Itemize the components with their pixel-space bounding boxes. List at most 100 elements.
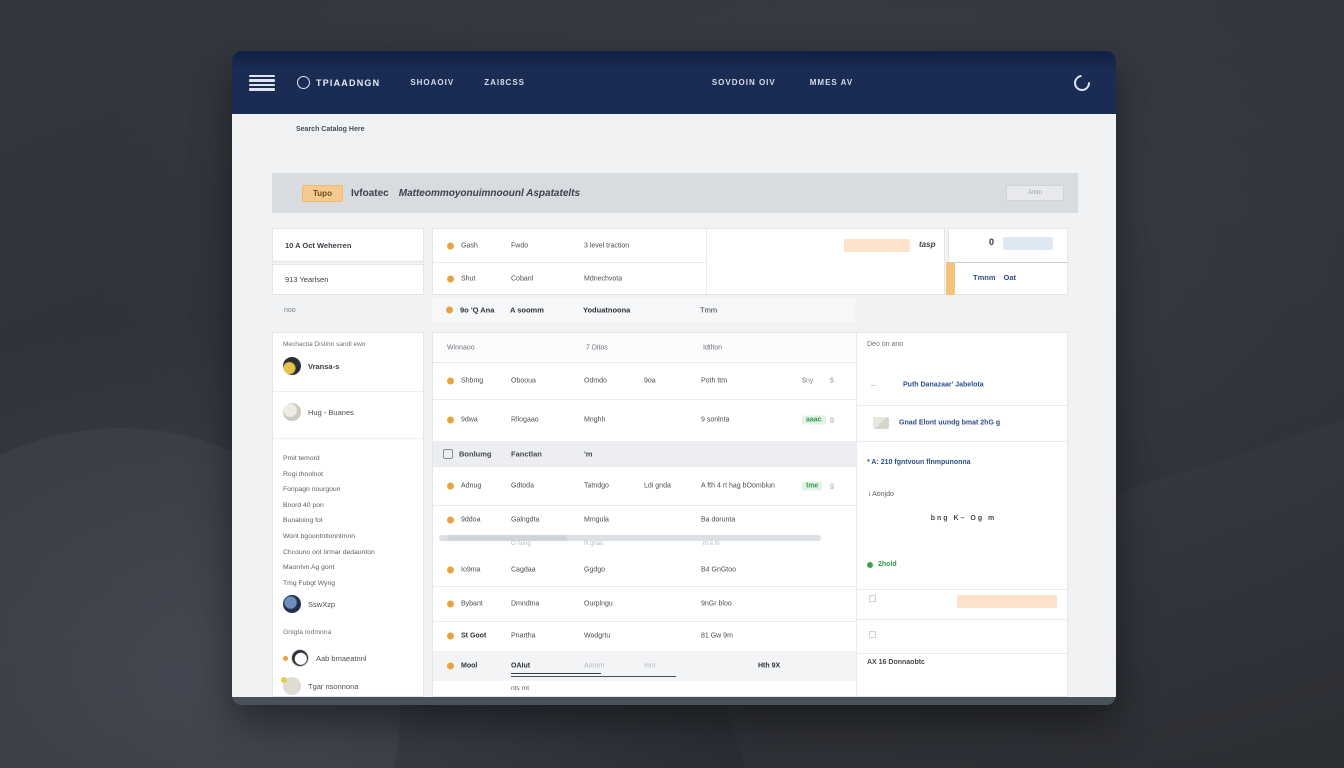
highlight-pill <box>844 239 910 252</box>
section-label: 'm <box>584 449 593 459</box>
member-item[interactable]: Vransa-s <box>283 357 339 375</box>
stat-button[interactable] <box>1003 237 1053 250</box>
detail-item[interactable]: Gnad Elont uundg bmat 2hG g <box>857 405 1067 441</box>
avatar <box>283 595 301 613</box>
cell: Galngdta <box>511 516 540 524</box>
sidebar-item-3[interactable]: noo <box>284 306 296 314</box>
banner-action-button[interactable]: Amtn <box>1006 185 1064 201</box>
directory-link[interactable]: Bnord 40 pon <box>283 501 324 509</box>
summary-cell: Gash <box>461 242 478 249</box>
directory-link[interactable]: Bunaloing fot <box>283 517 323 525</box>
detail-note: i Aonjdo <box>869 483 1067 501</box>
member-name: SswXzp <box>308 599 336 609</box>
detail-heading: Deo on ano <box>867 341 904 348</box>
table-section-header: Bonlumg Fanctlan 'm <box>433 441 856 467</box>
cell: Bybant <box>461 600 483 607</box>
detail-item[interactable]: – Puth Danazaar' Jabelota <box>857 365 1067 405</box>
member-item[interactable]: Hug - Buanes <box>283 403 354 421</box>
cell: Cagdaa <box>511 566 536 573</box>
cell: Pnartha <box>511 632 536 640</box>
member-item[interactable]: SswXzp <box>283 595 335 613</box>
directory-link[interactable]: Chcouno ont tirmar dedaunton <box>283 548 375 556</box>
divider <box>857 441 1067 442</box>
cell: Shbmg <box>461 377 484 385</box>
stat-link-1[interactable]: Tmnm <box>973 273 996 282</box>
directory-link[interactable]: Rogi thnolnot <box>283 470 324 478</box>
avatar <box>283 357 301 375</box>
directory-link[interactable]: Maorrivn Ag gont <box>283 564 335 572</box>
detail-link[interactable]: * A: 210 fgntvoun flnmpunonna <box>867 459 971 466</box>
breadcrumb: Search Catalog Here <box>296 126 365 133</box>
accent-stripe <box>946 262 955 295</box>
section-label: Fanctlan <box>511 449 542 459</box>
cell: Ggdgo <box>584 566 606 573</box>
brand[interactable]: TPIAADNGN <box>297 76 380 89</box>
status-dot-icon <box>447 482 454 490</box>
table-row[interactable]: 9ddoa Galngdta Mmgula Ba dorunta <box>433 505 856 535</box>
directory-subheading: Gnlgta Iodmnna <box>283 629 332 636</box>
menu-icon[interactable] <box>249 74 275 91</box>
row-action-icon[interactable]: g <box>830 416 834 424</box>
checkbox[interactable] <box>869 595 876 602</box>
summary-cell: Mdnechvota <box>584 275 623 283</box>
table-row[interactable]: Io9ma Cagdaa Ggdgo B4 GnGtoo <box>433 553 856 586</box>
checkbox[interactable] <box>869 631 876 638</box>
sidebar: 10 A Oct Weherren 913 Yearlsen noo Mecha… <box>272 228 424 697</box>
table-row[interactable]: Bybant Dmndtna Ourplngu 9nGr bloo <box>433 586 856 621</box>
nav-item-1[interactable]: SHOAOIV <box>410 78 455 87</box>
directory-link[interactable]: Pmit temord <box>283 455 320 462</box>
row-action-icon[interactable]: $ <box>830 377 834 385</box>
nav-item-right-1[interactable]: SOVDOIN OIV <box>711 78 776 87</box>
status-dot-icon <box>447 416 454 424</box>
nav-item-right-2[interactable]: MMES AV <box>809 78 854 87</box>
cell: Adnug <box>461 482 482 490</box>
divider <box>433 586 856 587</box>
table-row-selected[interactable]: Mool OAIut Anmm mm Hth 9X <box>433 651 856 681</box>
main-table-card: Winnaoo 7 Ditos Idtlton Shbmg Obooua Odm… <box>432 332 1068 697</box>
account-icon[interactable] <box>1070 71 1094 94</box>
detail-link[interactable]: Gnad Elont uundg bmat 2hG g <box>899 419 1001 427</box>
summary-card: Gash Fwdo 3 level traction Shut Cobanl M… <box>432 228 945 295</box>
member-item[interactable]: Tgar nsonnona <box>281 677 358 695</box>
sidebar-item-2[interactable]: 913 Yearlsen <box>272 264 424 295</box>
member-name: Hug - Buanes <box>308 407 354 417</box>
page-banner: Tupo Ivfoatec Matteommoyonuimnoounl Aspa… <box>272 173 1078 213</box>
cell: B4 GnGtoo <box>701 566 737 573</box>
detail-link[interactable]: Puth Danazaar' Jabelota <box>903 381 984 389</box>
directory-link[interactable]: Fonpagn nourgoun <box>283 486 341 494</box>
scroll-slider[interactable] <box>439 535 821 541</box>
highlight-row[interactable]: 9o 'Q Ana A soomm Yoduatnoona Tmm <box>432 298 855 322</box>
table-row[interactable]: Shbmg Obooua Odmdo 9oa Poth ttm $ny $ <box>433 363 856 399</box>
status-dot-icon <box>446 306 453 314</box>
directory-link[interactable]: Tmg Fubgt Wyrig <box>283 579 336 587</box>
sidebar-item-1[interactable]: 10 A Oct Weherren <box>272 228 424 262</box>
nav-item-2[interactable]: ZAI8CSS <box>484 78 526 87</box>
detail-footer: AX 16 Donnaobtc <box>867 659 925 666</box>
sublabel: O nong <box>511 541 531 547</box>
table-row[interactable]: 9dwa Rllogaao Mnghh 9 sonlnta aaac g <box>433 399 856 441</box>
side-tag: tasp <box>919 240 936 249</box>
directory-links: Pmit temord Rogi thnolnot Fonpagn nourgo… <box>283 451 419 591</box>
row-action-icon[interactable]: g <box>830 482 834 490</box>
cell: Mnghh <box>584 416 606 424</box>
summary-cell: Cobanl <box>511 275 534 283</box>
stat-link-2[interactable]: Oat <box>1003 273 1017 282</box>
cell: Rllogaao <box>511 416 539 424</box>
summary-row[interactable]: Gash Fwdo 3 level traction <box>433 229 706 262</box>
cell: 9ddoa <box>461 516 481 524</box>
cell: mm <box>644 662 656 670</box>
status-row: 2hold <box>867 561 897 568</box>
member-item[interactable]: Aab bmaeatnnl <box>283 649 366 667</box>
status-dot-icon <box>447 516 454 524</box>
thumbnail-image <box>873 417 889 429</box>
pager[interactable]: bng K– Og m <box>930 515 997 522</box>
directory-link[interactable]: Wont bgoontntlonntmnn <box>283 532 356 540</box>
table-row[interactable]: Adnug Gdtoda Tatndgo Ldi gnda A fth 4 rt… <box>433 467 856 505</box>
table-row[interactable]: St Goot Pnartha Wodgrtu 81 Gw 9m <box>433 621 856 651</box>
slider-handle[interactable] <box>447 535 567 541</box>
detail-item[interactable]: * A: 210 fgntvoun flnmpunonna <box>867 451 1067 469</box>
divider <box>433 621 856 622</box>
column-header: Winnaoo <box>447 344 475 351</box>
summary-row[interactable]: Shut Cobanl Mdnechvota <box>433 262 706 295</box>
